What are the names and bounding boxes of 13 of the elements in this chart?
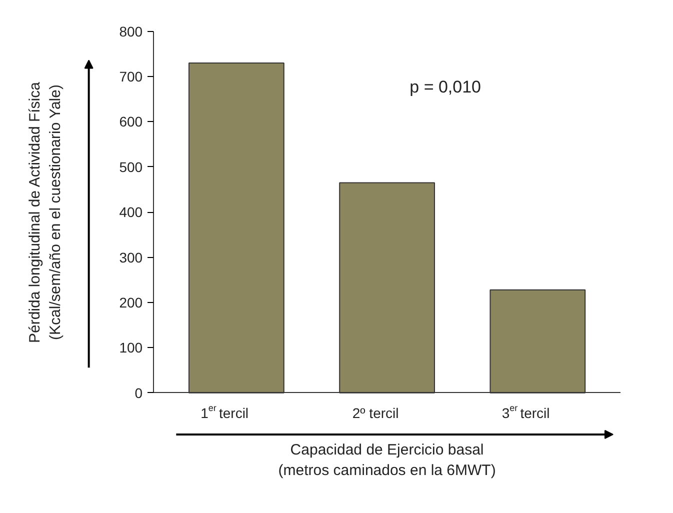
y-tick-label: 100 [119, 340, 143, 356]
x-tick-label: 2º tercil [352, 404, 399, 421]
y-tick-label: 300 [119, 249, 143, 266]
y-tick-label: 800 [119, 23, 143, 40]
y-tick-label: 700 [119, 68, 143, 85]
x-axis-title: Capacidad de Ejercicio basal (metros caminados en la 6MWT) [278, 442, 496, 480]
y-tick-label: 600 [119, 114, 143, 130]
y-tick-label: 500 [119, 158, 143, 175]
y-tick-label: 200 [119, 294, 143, 310]
annotation: p = 0,010 [410, 77, 482, 96]
y-tick-label: 400 [119, 204, 143, 220]
y-axis-title: Pérdida longitudinal de Actividad Física (Kcal/sem/año en el cuestionario Yale) [26, 81, 64, 344]
y-tick-label: 0 [134, 384, 143, 401]
